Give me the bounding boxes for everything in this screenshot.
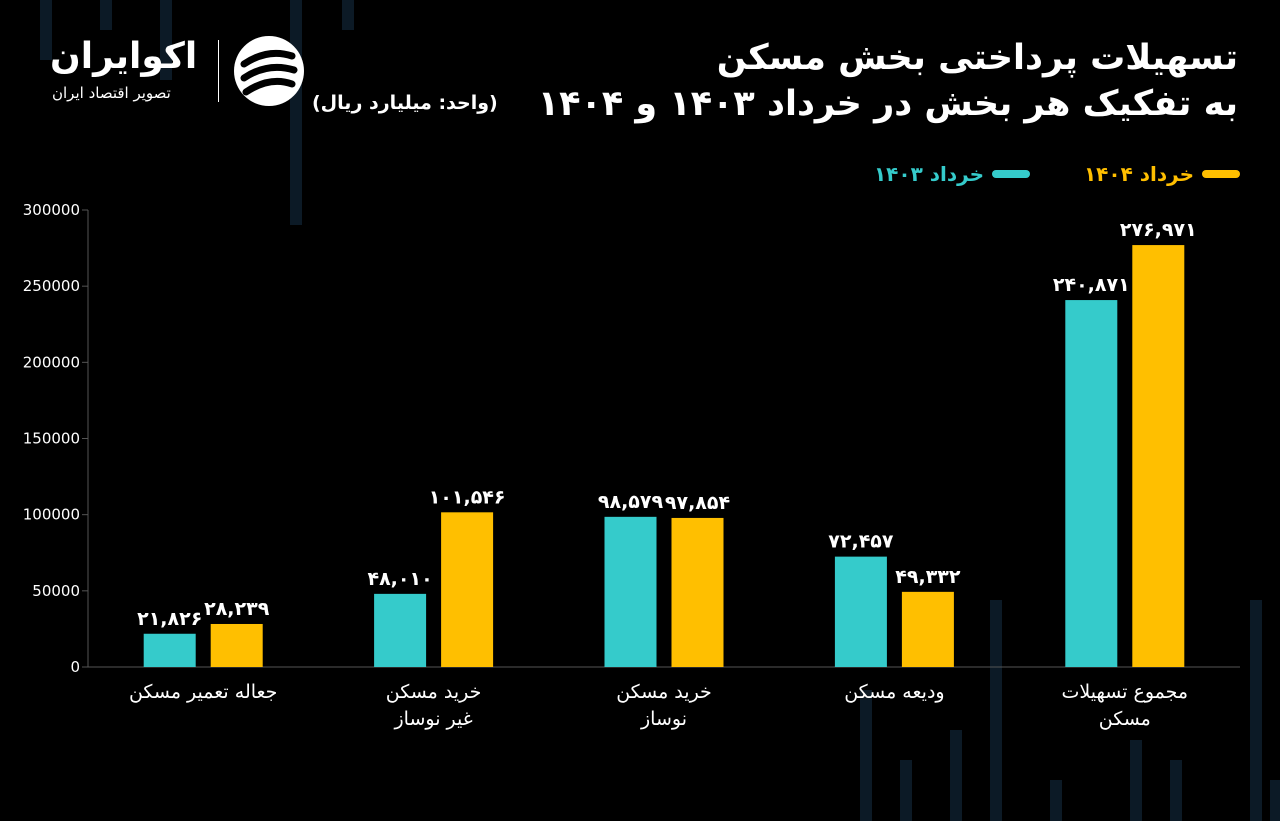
bar-1404	[1132, 245, 1185, 667]
bar-1404	[210, 623, 263, 667]
data-label: ۲۱,۸۲۶	[137, 608, 202, 630]
y-tick-label: 0	[70, 658, 80, 676]
bar-1403	[143, 633, 196, 667]
bar-1403	[834, 556, 887, 667]
chart-title-line-1: تسهیلات پرداختی بخش مسکن	[716, 38, 1238, 78]
data-label: ۴۹,۳۳۲	[895, 566, 961, 588]
x-tick-label: مسکن	[1099, 708, 1151, 730]
legend-label-1403: خرداد ۱۴۰۳	[873, 162, 984, 186]
x-tick-label: نوساز	[640, 708, 687, 730]
data-label: ۲۷۶,۹۷۱	[1120, 219, 1197, 241]
legend-item-1404: خرداد ۱۴۰۴	[1084, 162, 1240, 186]
y-tick-label: 100000	[23, 506, 80, 524]
x-tick-label: مجموع تسهیلات	[1062, 681, 1189, 703]
legend-label-1404: خرداد ۱۴۰۴	[1083, 162, 1194, 186]
x-tick-label: خرید مسکن	[616, 681, 712, 703]
brand-tagline: تصویر اقتصاد ایران	[52, 84, 171, 102]
legend-swatch-1404	[1202, 170, 1240, 178]
x-tick-label: جعاله تعمیر مسکن	[129, 681, 278, 703]
y-tick-label: 50000	[32, 582, 80, 600]
legend-item-1403: خرداد ۱۴۰۳	[874, 162, 1030, 186]
data-label: ۱۰۱,۵۴۶	[429, 486, 506, 508]
bar-1404	[671, 517, 724, 667]
unit-label: (واحد: میلیارد ریال)	[312, 92, 498, 114]
x-tick-label: ودیعه مسکن	[844, 681, 944, 703]
y-tick-label: 300000	[23, 201, 80, 219]
bar-1403	[604, 516, 657, 667]
bar-1404	[441, 512, 494, 667]
y-tick-label: 150000	[23, 430, 80, 448]
bar-1403	[374, 593, 427, 667]
brand-mark-icon	[234, 36, 304, 106]
bar-1403	[1065, 300, 1118, 667]
brand-separator	[218, 40, 219, 102]
y-tick-label: 250000	[23, 277, 80, 295]
x-tick-label: غیر نوساز	[394, 708, 473, 730]
data-label: ۴۸,۰۱۰	[367, 568, 432, 590]
y-tick-label: 200000	[23, 353, 80, 371]
legend-swatch-1403	[992, 170, 1030, 178]
bar-1404	[901, 591, 954, 667]
data-label: ۲۸,۲۳۹	[204, 598, 270, 620]
data-label: ۷۲,۴۵۷	[828, 531, 894, 553]
data-label: ۲۴۰,۸۷۱	[1053, 274, 1130, 296]
brand-name: اکوایران	[50, 36, 198, 77]
chart-title-line-2: به تفکیک هر بخش در خرداد ۱۴۰۳ و ۱۴۰۴	[537, 84, 1238, 124]
data-label: ۹۸,۵۷۹	[598, 491, 664, 513]
data-label: ۹۷,۸۵۴	[665, 492, 730, 514]
x-tick-label: خرید مسکن	[386, 681, 482, 703]
